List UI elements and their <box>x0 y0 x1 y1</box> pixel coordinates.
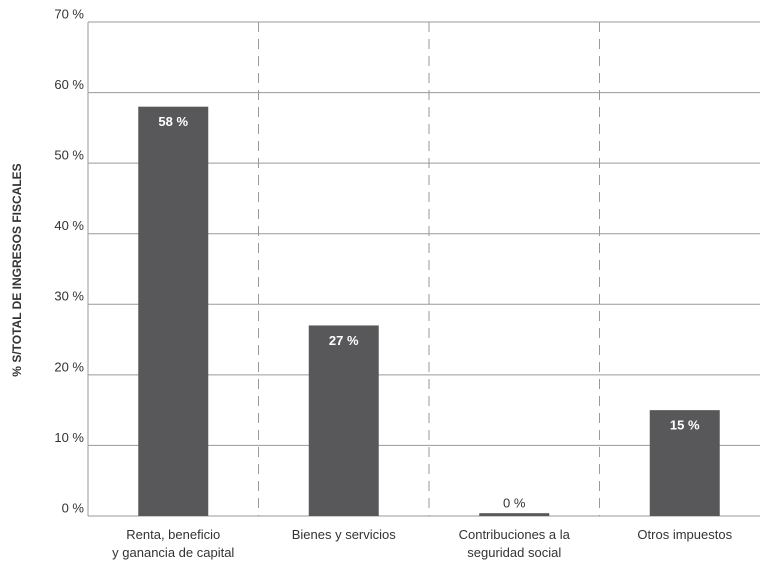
bar <box>138 106 209 516</box>
y-tick-label: 50 % <box>54 148 84 163</box>
y-tick-label: 60 % <box>54 77 84 92</box>
x-tick-label: Otros impuestos <box>637 527 733 542</box>
bar <box>308 325 379 516</box>
x-tick-label: Renta, beneficio y ganancia de capital <box>112 527 235 560</box>
y-axis-title: % S/TOTAL DE INGRESOS FISCALES <box>10 163 24 376</box>
data-label: 58 % <box>158 114 188 129</box>
y-tick-label: 20 % <box>54 359 84 374</box>
y-tick-label: 30 % <box>54 289 84 304</box>
bar <box>649 410 720 516</box>
y-tick-label: 10 % <box>54 430 84 445</box>
data-label: 27 % <box>329 333 359 348</box>
x-tick-label: Bienes y servicios <box>291 527 396 542</box>
x-tick-label: Contribuciones a la seguridad social <box>458 527 570 560</box>
y-tick-label: 0 % <box>62 500 85 515</box>
data-label: 15 % <box>670 418 700 433</box>
data-label: 0 % <box>503 496 526 511</box>
bar <box>479 513 550 516</box>
y-tick-label: 40 % <box>54 218 84 233</box>
y-tick-label: 70 % <box>54 6 84 21</box>
